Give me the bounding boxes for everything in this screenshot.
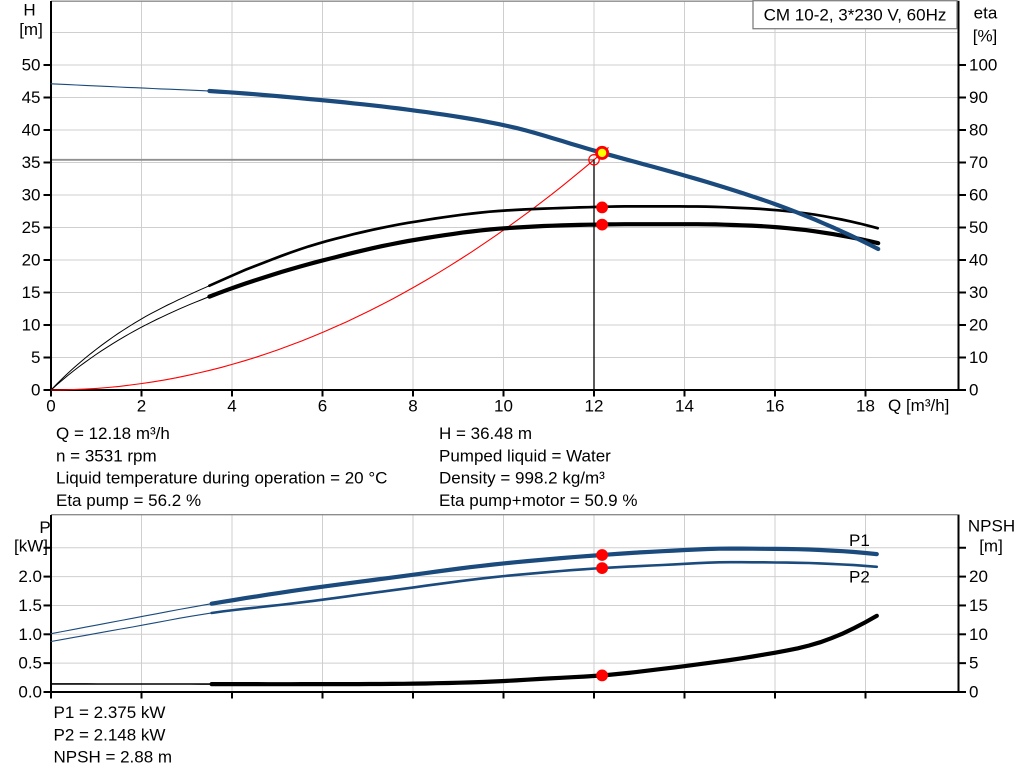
- svg-text:40: 40: [969, 251, 988, 270]
- svg-text:50: 50: [969, 218, 988, 237]
- svg-text:50: 50: [22, 56, 41, 75]
- svg-text:Liquid temperature during oper: Liquid temperature during operation = 20…: [56, 469, 387, 488]
- svg-text:CM 10-2, 3*230 V, 60Hz: CM 10-2, 3*230 V, 60Hz: [764, 6, 947, 25]
- svg-text:Pumped liquid = Water: Pumped liquid = Water: [439, 446, 611, 465]
- svg-text:P2 = 2.148 kW: P2 = 2.148 kW: [54, 725, 166, 744]
- svg-text:20: 20: [969, 316, 988, 335]
- svg-text:35: 35: [22, 153, 41, 172]
- svg-text:Eta pump+motor = 50.9 %: Eta pump+motor = 50.9 %: [439, 491, 637, 510]
- svg-text:Q [m³/h]: Q [m³/h]: [888, 396, 949, 415]
- svg-text:[m]: [m]: [979, 537, 1003, 556]
- svg-text:Density = 998.2 kg/m³: Density = 998.2 kg/m³: [439, 469, 605, 488]
- svg-text:1.0: 1.0: [18, 625, 42, 644]
- svg-text:10: 10: [22, 316, 41, 335]
- svg-text:15: 15: [969, 596, 988, 615]
- svg-text:H = 36.48 m: H = 36.48 m: [439, 424, 532, 443]
- svg-text:0: 0: [31, 381, 40, 400]
- svg-text:10: 10: [494, 397, 513, 416]
- svg-text:16: 16: [766, 397, 785, 416]
- svg-text:6: 6: [318, 397, 327, 416]
- svg-text:80: 80: [969, 121, 988, 140]
- svg-text:8: 8: [408, 397, 417, 416]
- svg-text:15: 15: [22, 283, 41, 302]
- svg-text:100: 100: [969, 56, 997, 75]
- svg-text:2.0: 2.0: [18, 567, 42, 586]
- svg-text:0: 0: [46, 397, 55, 416]
- svg-text:5: 5: [31, 348, 40, 367]
- svg-text:0: 0: [969, 683, 978, 702]
- svg-text:30: 30: [969, 283, 988, 302]
- svg-text:eta: eta: [974, 4, 998, 23]
- svg-text:30: 30: [22, 186, 41, 205]
- svg-text:P1 = 2.375 kW: P1 = 2.375 kW: [54, 703, 166, 722]
- svg-text:P2: P2: [849, 568, 870, 587]
- svg-text:H: H: [23, 1, 35, 20]
- svg-text:n = 3531 rpm: n = 3531 rpm: [56, 446, 157, 465]
- svg-text:70: 70: [969, 153, 988, 172]
- svg-text:0.0: 0.0: [18, 683, 42, 702]
- svg-text:NPSH: NPSH: [968, 517, 1015, 536]
- svg-text:P: P: [39, 518, 50, 537]
- svg-text:18: 18: [856, 397, 875, 416]
- svg-text:0: 0: [969, 381, 978, 400]
- svg-text:[m]: [m]: [19, 20, 43, 39]
- svg-text:45: 45: [22, 88, 41, 107]
- svg-text:1.5: 1.5: [18, 596, 42, 615]
- svg-text:0.5: 0.5: [18, 654, 42, 673]
- svg-text:90: 90: [969, 88, 988, 107]
- svg-text:20: 20: [969, 567, 988, 586]
- svg-text:NPSH = 2.88 m: NPSH = 2.88 m: [54, 748, 173, 767]
- svg-text:Q = 12.18 m³/h: Q = 12.18 m³/h: [56, 424, 170, 443]
- svg-text:14: 14: [675, 397, 694, 416]
- svg-text:12: 12: [585, 397, 604, 416]
- svg-text:4: 4: [227, 397, 236, 416]
- svg-text:Eta pump = 56.2 %: Eta pump = 56.2 %: [56, 491, 201, 510]
- svg-text:2: 2: [137, 397, 146, 416]
- svg-text:40: 40: [22, 121, 41, 140]
- svg-text:P1: P1: [849, 531, 870, 550]
- svg-text:10: 10: [969, 348, 988, 367]
- svg-text:5: 5: [969, 654, 978, 673]
- svg-text:10: 10: [969, 625, 988, 644]
- svg-text:25: 25: [22, 218, 41, 237]
- svg-text:20: 20: [22, 251, 41, 270]
- svg-text:[%]: [%]: [973, 27, 998, 46]
- svg-text:[kW]: [kW]: [14, 537, 48, 556]
- svg-text:60: 60: [969, 186, 988, 205]
